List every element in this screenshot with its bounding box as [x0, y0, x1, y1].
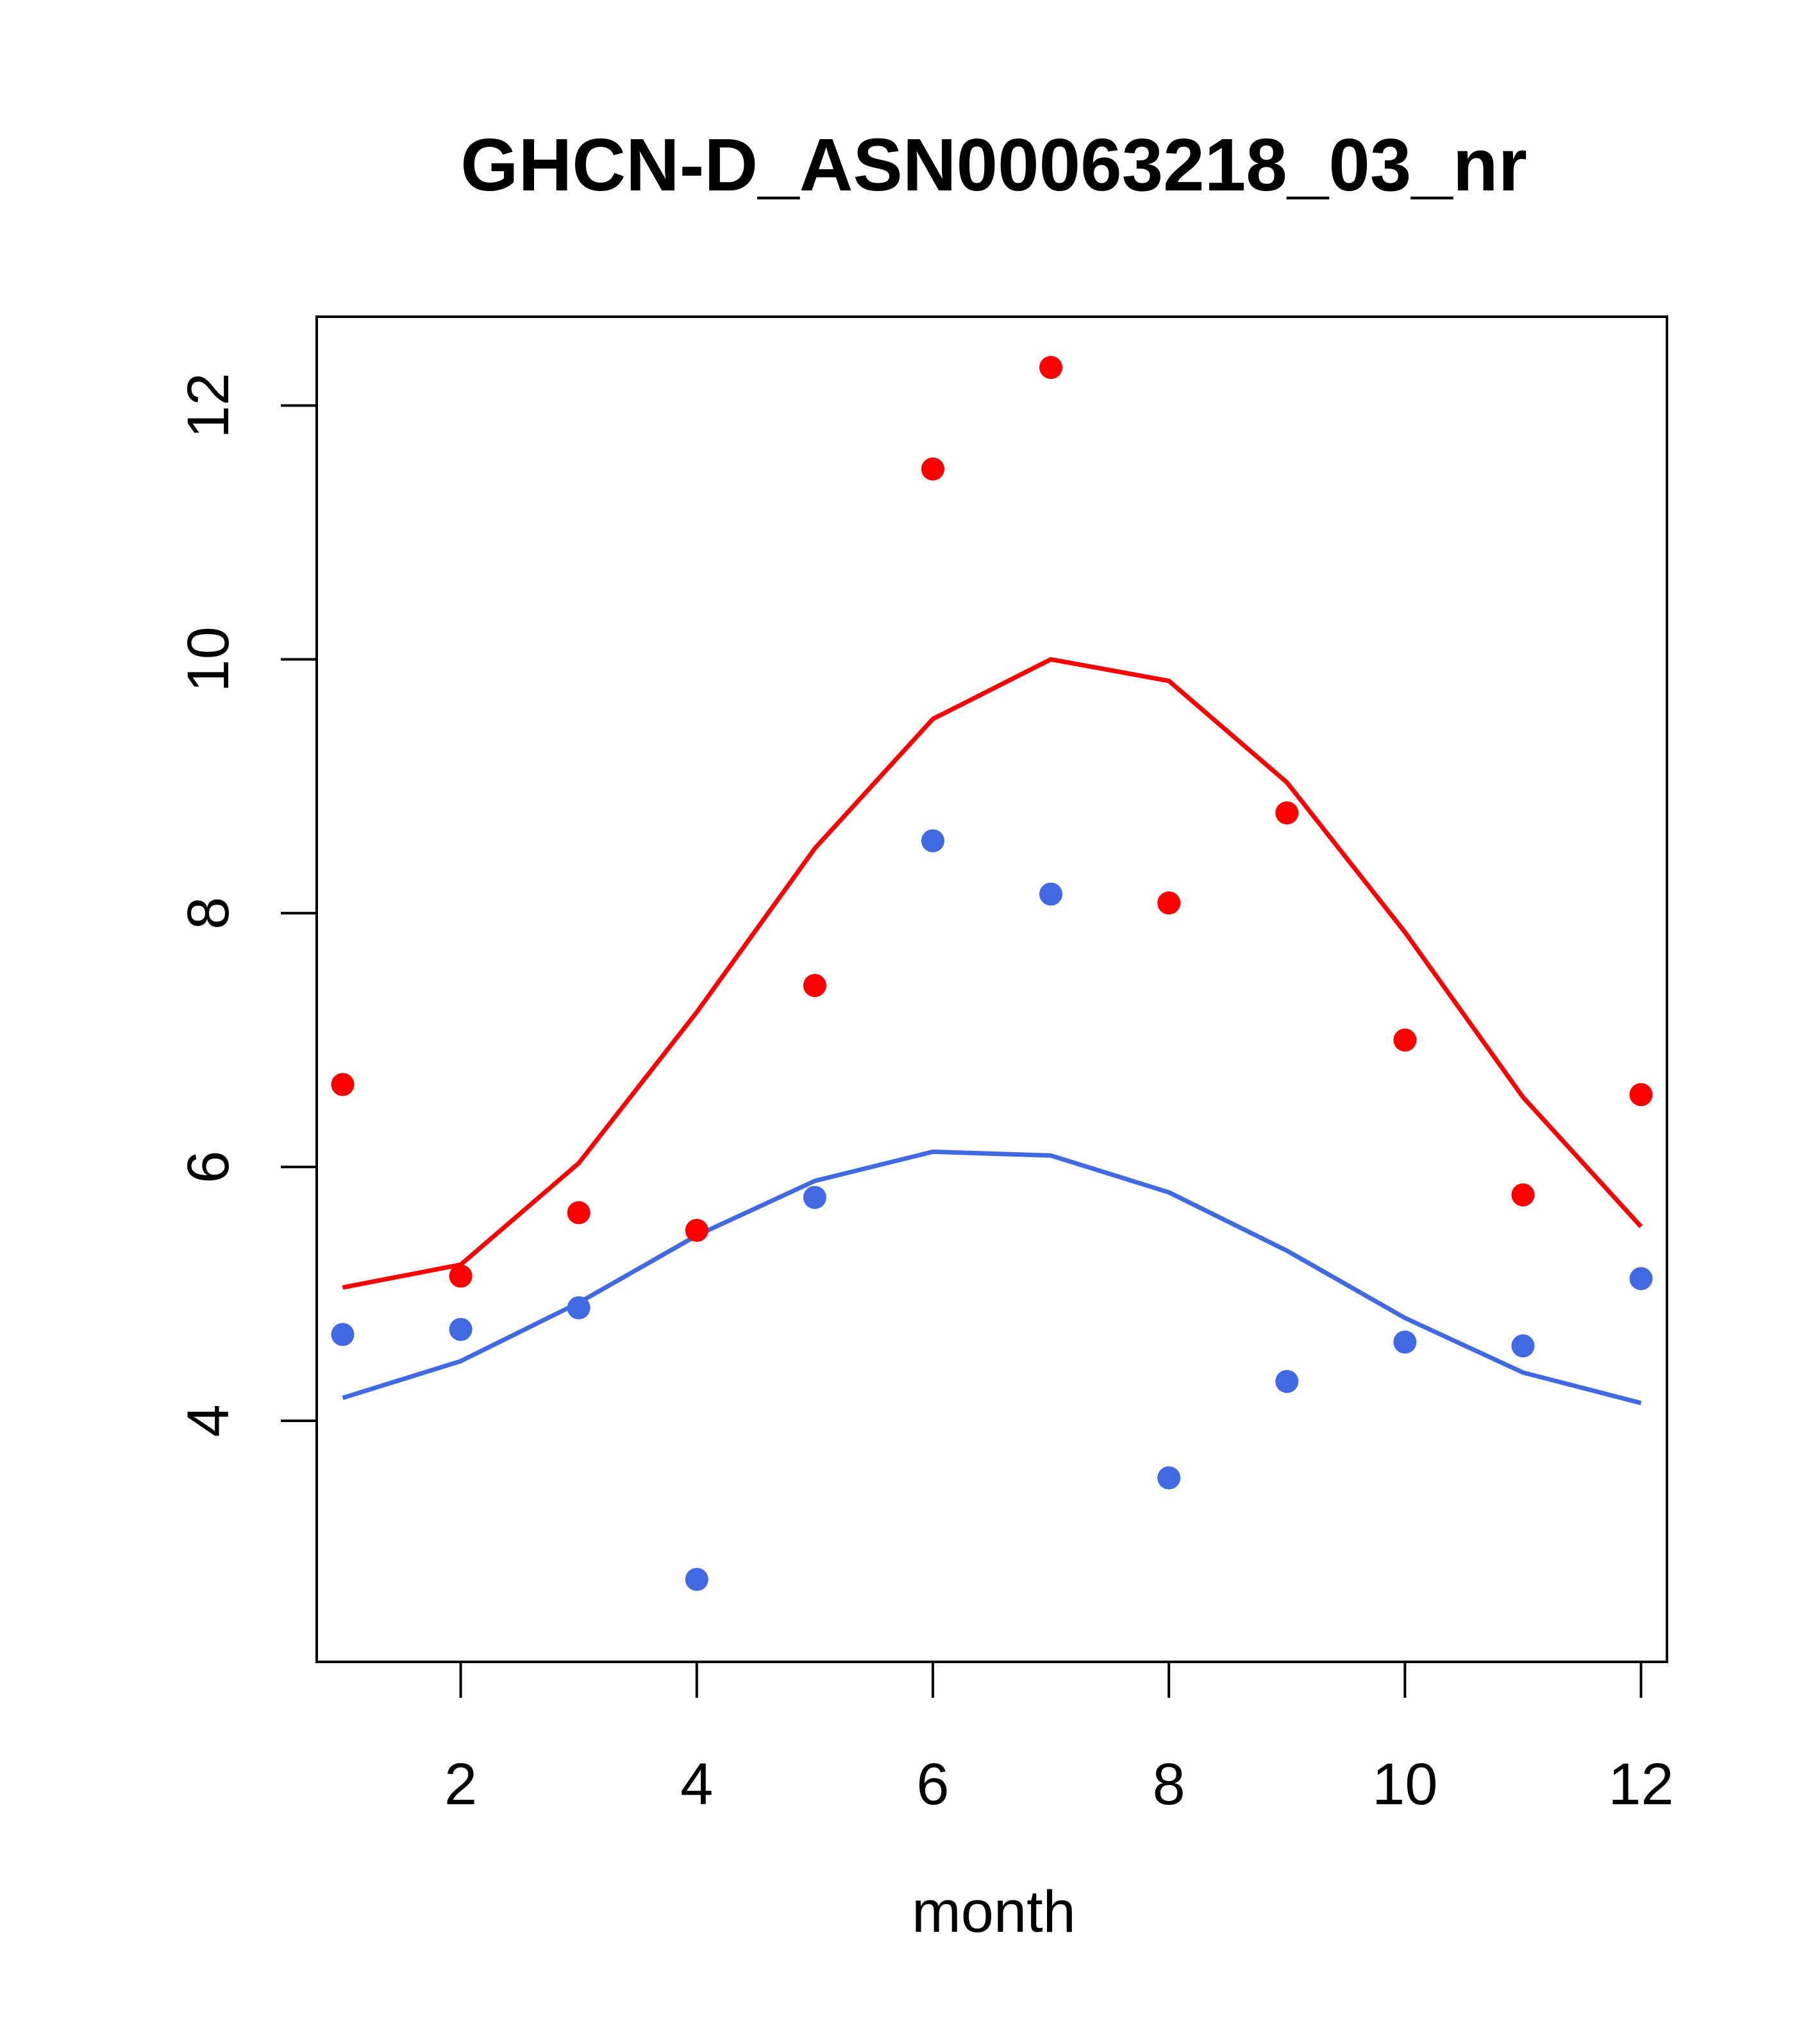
data-point-red [1039, 356, 1063, 380]
data-point-red [685, 1219, 708, 1243]
data-point-blue [921, 829, 944, 853]
chart-title: GHCN-D_ASN00063218_03_nr [460, 123, 1527, 206]
data-point-red [567, 1201, 590, 1225]
x-tick-label: 8 [1153, 1752, 1185, 1817]
data-point-blue [1157, 1466, 1181, 1490]
plot-frame [315, 315, 1668, 1663]
data-point-blue [1629, 1267, 1653, 1291]
data-point-blue [1275, 1370, 1299, 1393]
data-point-red [1275, 801, 1299, 825]
series-line-blue [342, 1149, 1642, 1405]
x-tick-label: 4 [680, 1752, 713, 1817]
y-tick-label: 4 [176, 1404, 241, 1437]
data-point-blue [1511, 1334, 1535, 1358]
x-tick-label: 2 [444, 1752, 477, 1817]
x-tick-label: 12 [1608, 1752, 1673, 1817]
y-tick-label: 8 [176, 897, 241, 930]
data-point-blue [1039, 882, 1063, 906]
data-point-blue [567, 1296, 590, 1319]
series-line-red [342, 657, 1643, 1290]
data-point-red [1393, 1028, 1417, 1052]
data-point-red [1157, 891, 1181, 915]
data-point-blue [685, 1568, 708, 1591]
data-point-red [449, 1264, 473, 1288]
x-tick-label: 10 [1372, 1752, 1437, 1817]
data-point-red [803, 974, 826, 998]
y-tick-label: 6 [176, 1151, 241, 1184]
data-point-blue [449, 1318, 473, 1341]
data-point-red [921, 457, 944, 481]
x-axis-label: month [912, 1879, 1076, 1945]
data-point-blue [331, 1323, 355, 1346]
data-point-red [331, 1073, 355, 1096]
y-tick-label: 12 [176, 373, 241, 438]
y-tick-label: 10 [176, 626, 241, 692]
data-point-blue [1393, 1330, 1417, 1354]
x-tick-label: 6 [916, 1752, 949, 1817]
data-point-blue [803, 1185, 826, 1209]
data-point-red [1629, 1083, 1653, 1107]
data-point-red [1511, 1183, 1535, 1207]
